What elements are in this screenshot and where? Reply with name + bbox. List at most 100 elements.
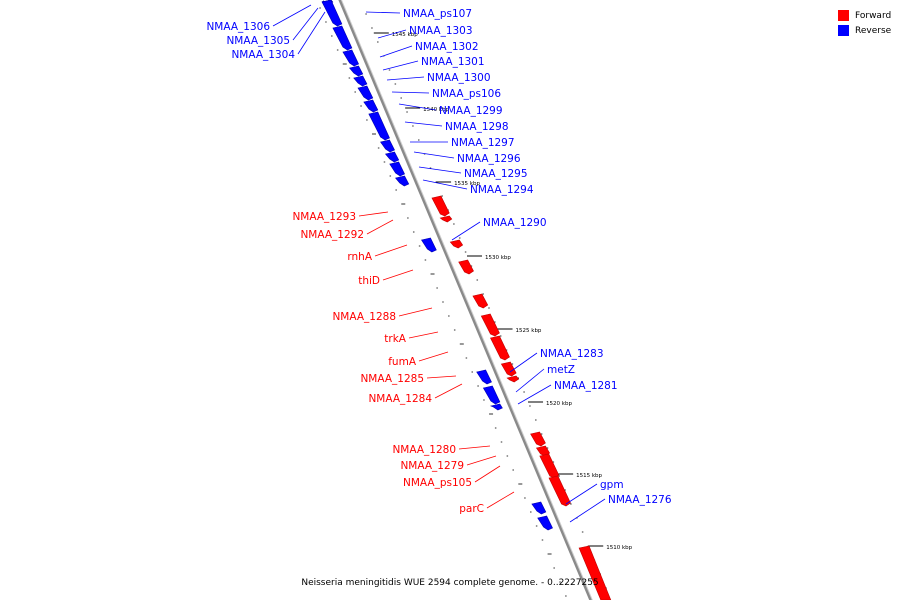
gene-label: NMAA_1281 — [554, 380, 618, 392]
gene-block — [482, 385, 501, 405]
scale-tick-label: 1515 kbp — [576, 473, 602, 479]
gene-label: NMAA_1306 — [206, 21, 270, 33]
gene-block — [349, 65, 364, 77]
gene-leader-line — [458, 445, 491, 450]
gene-label: NMAA_1283 — [540, 348, 604, 360]
gene-label: NMAA_1296 — [457, 153, 521, 165]
gene-leader-line — [374, 244, 408, 257]
gene-block — [353, 75, 368, 87]
gene-label: thiD — [358, 275, 380, 287]
strand-legend: Forward Reverse — [838, 8, 891, 38]
scale-tick-label: 1520 kbp — [546, 401, 572, 407]
gene-block — [548, 475, 571, 507]
gene-block — [321, 0, 343, 27]
gene-label: NMAA_1284 — [368, 393, 432, 405]
gene-block — [380, 139, 395, 153]
gene-block — [472, 293, 489, 309]
gene-leader-line — [515, 368, 545, 393]
gene-leader-line — [474, 465, 501, 483]
gene-leader-line — [382, 60, 419, 71]
gene-label: NMAA_1304 — [231, 49, 295, 61]
gene-label: NMAA_1299 — [439, 105, 503, 117]
gene-block — [458, 259, 474, 275]
gene-label: gpm — [600, 479, 624, 491]
gene-label: fumA — [388, 356, 417, 368]
gene-leader-line — [398, 103, 437, 111]
gene-block — [389, 161, 405, 177]
scale-tick-label: 1525 kbp — [516, 328, 542, 334]
scale-tick-label: 1510 kbp — [606, 545, 632, 551]
gene-label: NMAA_1301 — [421, 56, 485, 68]
gene-leader-line — [391, 91, 430, 94]
legend-reverse-label: Reverse — [855, 25, 892, 36]
gene-label: NMAA_1288 — [332, 311, 396, 323]
gene-label: NMAA_1290 — [483, 217, 547, 229]
gene-label: trkA — [384, 333, 407, 345]
gene-block — [489, 403, 503, 411]
gene-leader-line — [379, 45, 413, 58]
gene-block — [476, 369, 492, 385]
forward-swatch — [838, 10, 849, 21]
gene-leader-line — [517, 384, 552, 405]
gene-label: NMAA_ps106 — [432, 88, 501, 100]
gene-label: NMAA_1300 — [427, 72, 491, 84]
gene-leader-line — [466, 455, 497, 466]
gene-block — [578, 545, 612, 600]
gene-label: rnhA — [347, 251, 372, 263]
gene-label: NMAA_1279 — [400, 460, 464, 472]
gene-leader-line — [377, 29, 407, 39]
gene-label: NMAA_1293 — [292, 211, 356, 223]
gene-block — [420, 237, 437, 253]
gene-block — [384, 151, 400, 163]
gene-leader-line — [386, 76, 425, 81]
legend-forward-label: Forward — [855, 10, 892, 21]
gene-leader-line — [404, 121, 443, 127]
gene-label: NMAA_1285 — [360, 373, 424, 385]
gene-block — [506, 375, 520, 383]
legend-forward: Forward — [838, 8, 891, 23]
gene-leader-line — [418, 166, 462, 174]
gene-leader-line — [486, 491, 515, 509]
gene-label: NMAA_1298 — [445, 121, 509, 133]
gene-label: NMAA_1303 — [409, 25, 473, 37]
gene-leader-line — [292, 7, 319, 41]
gene-block — [500, 361, 517, 377]
gene-label: NMAA_ps105 — [403, 477, 472, 489]
gene-block — [539, 453, 560, 479]
legend-reverse: Reverse — [838, 23, 891, 38]
gene-leader-line — [382, 269, 414, 281]
gene-block — [537, 515, 553, 531]
gene-label: NMAA_1292 — [300, 229, 364, 241]
reverse-swatch — [838, 25, 849, 36]
gene-leader-line — [422, 179, 468, 190]
gene-label: NMAA_ps107 — [403, 8, 472, 20]
gene-leader-line — [366, 219, 394, 235]
gene-block — [531, 501, 547, 515]
gene-label: metZ — [547, 364, 575, 376]
gene-leader-line — [365, 11, 401, 14]
gene-block — [490, 335, 510, 361]
gene-block — [332, 25, 353, 51]
gene-leader-line — [434, 383, 463, 399]
gene-leader-line — [272, 4, 312, 27]
gene-block — [439, 215, 453, 223]
gene-leader-line — [451, 221, 481, 241]
genome-backbone — [338, 0, 593, 600]
gene-block — [368, 111, 390, 141]
gene-leader-line — [398, 307, 433, 317]
gene-leader-line — [358, 211, 389, 217]
gene-leader-line — [565, 483, 598, 505]
genome-backbone-highlight — [340, 0, 593, 600]
genome-caption: Neisseria meningitidis WUE 2594 complete… — [301, 578, 599, 588]
gene-label: NMAA_1302 — [415, 41, 479, 53]
gene-block — [395, 175, 410, 187]
gene-leader-line — [418, 351, 449, 362]
scale-tick-label: 1535 kbp — [454, 181, 480, 187]
gene-block — [431, 195, 450, 217]
gene-leader-line — [413, 151, 455, 159]
gene-block — [342, 49, 359, 67]
gene-block — [363, 99, 379, 113]
gene-label: parC — [459, 503, 484, 515]
gene-label: NMAA_1305 — [226, 35, 290, 47]
